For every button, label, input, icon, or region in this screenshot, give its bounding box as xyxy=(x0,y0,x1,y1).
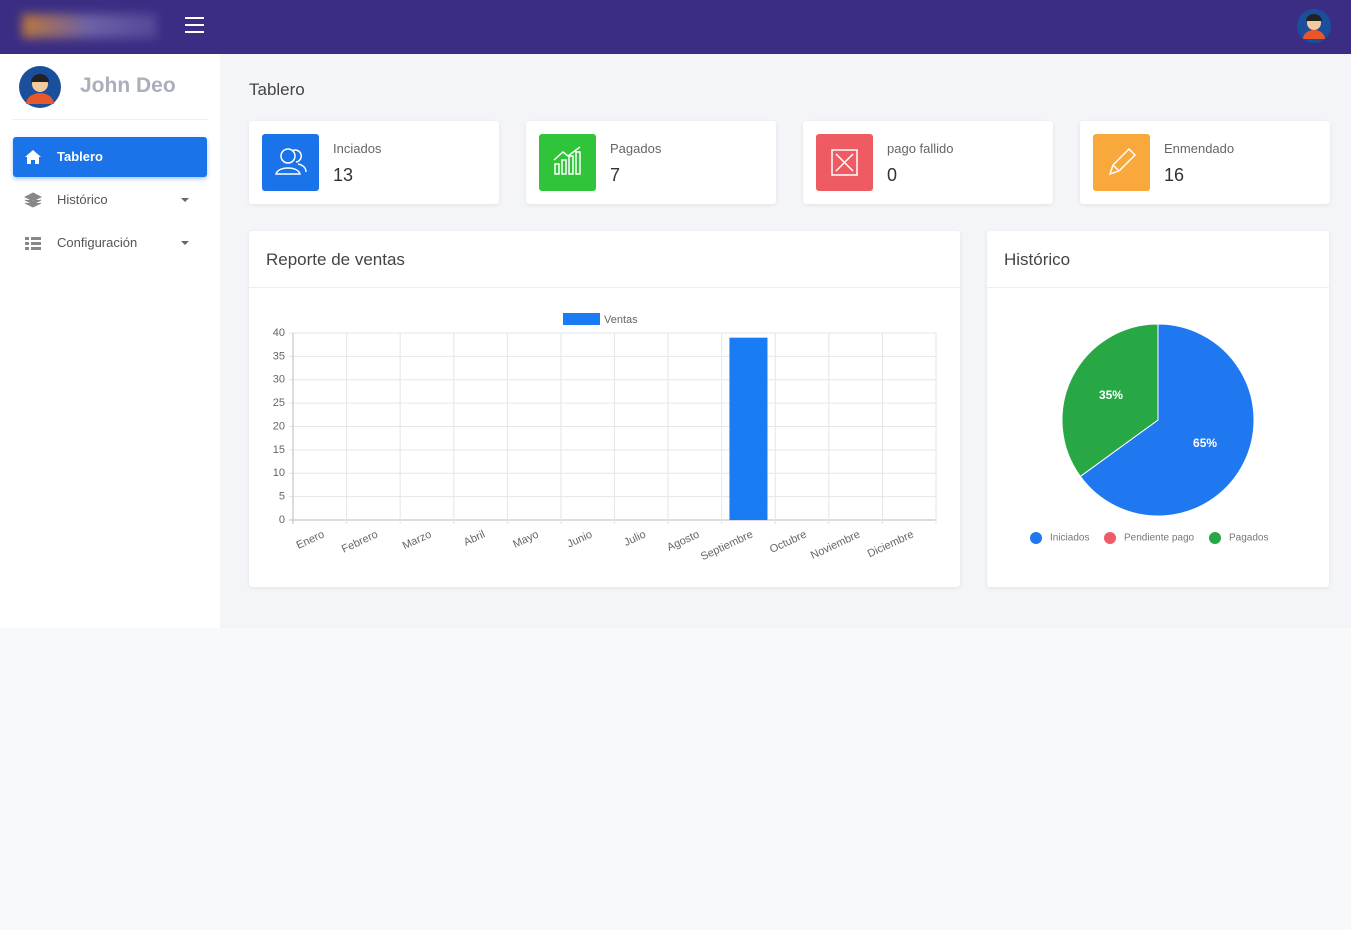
page-title: Tablero xyxy=(249,80,305,99)
slice-label: 65% xyxy=(1193,436,1217,450)
slice-label: 35% xyxy=(1099,388,1123,402)
legend-label: Ventas xyxy=(604,314,638,326)
legend-swatch xyxy=(1030,532,1042,544)
legend-swatch xyxy=(1209,532,1221,544)
x-tick-label: Enero xyxy=(295,528,327,551)
x-tick-label: Septiembre xyxy=(699,528,755,563)
stat-card: Pagados 7 xyxy=(526,121,776,204)
stat-value: 7 xyxy=(610,165,621,185)
logo xyxy=(22,14,157,38)
pie-slice xyxy=(1079,323,1255,517)
menu-item[interactable]: Tablero xyxy=(13,137,207,177)
legend-label: Iniciados xyxy=(1050,533,1089,544)
stat-label: Pagados xyxy=(610,141,662,156)
pie-chart: 65% 35% Iniciados Pendiente pago Pagados xyxy=(1030,323,1268,544)
menu-toggle[interactable] xyxy=(185,16,205,34)
legend-swatch xyxy=(563,313,600,325)
menu-item[interactable]: Histórico xyxy=(13,180,207,220)
bar xyxy=(729,337,768,520)
menu-label: Histórico xyxy=(57,192,108,207)
user-avatar xyxy=(19,66,61,108)
y-tick-label: 40 xyxy=(273,327,285,339)
x-tick-label: Mayo xyxy=(511,528,540,550)
legend-label: Pagados xyxy=(1229,533,1268,544)
x-tick-label: Agosto xyxy=(665,528,701,553)
x-tick-label: Marzo xyxy=(401,528,434,552)
y-tick-label: 0 xyxy=(279,514,285,526)
stat-value: 16 xyxy=(1164,165,1185,185)
stat-label: pago fallido xyxy=(887,141,954,156)
x-tick-label: Junio xyxy=(565,528,594,550)
stat-card: pago fallido 0 xyxy=(803,121,1053,204)
x-tick-label: Febrero xyxy=(340,528,380,555)
stat-value: 13 xyxy=(333,165,354,185)
y-tick-label: 15 xyxy=(273,444,285,456)
y-tick-label: 30 xyxy=(273,374,285,386)
stat-card: Inciados 13 xyxy=(249,121,499,204)
avatar[interactable] xyxy=(1297,9,1331,43)
legend-label: Pendiente pago xyxy=(1124,533,1195,544)
stat-label: Enmendado xyxy=(1164,141,1235,156)
top-bar xyxy=(0,0,1351,54)
card-title: Histórico xyxy=(1004,250,1071,269)
x-tick-label: Julio xyxy=(622,528,648,548)
y-tick-label: 35 xyxy=(273,350,285,362)
pie-card: Histórico 65% 35% Iniciados Pendiente pago P… xyxy=(987,231,1329,587)
menu-item[interactable]: Configuración xyxy=(13,223,207,263)
x-tick-label: Octubre xyxy=(768,528,809,555)
stat-card: Enmendado 16 xyxy=(1080,121,1330,204)
card-title: Reporte de ventas xyxy=(266,250,405,269)
menu-label: Tablero xyxy=(57,149,103,164)
y-tick-label: 25 xyxy=(273,397,285,409)
bar-card: Reporte de ventas 0 5 10 15 20 25 30 35 40 Enero F… xyxy=(249,231,960,587)
y-tick-label: 20 xyxy=(273,420,285,432)
sidebar: John Deo Tablero Histórico Configuración xyxy=(0,54,220,628)
legend-swatch xyxy=(1104,532,1116,544)
x-tick-label: Diciembre xyxy=(866,528,916,560)
bar-chart: 0 5 10 15 20 25 30 35 40 Enero Febrero Marzo Abril Ma… xyxy=(273,313,937,563)
y-tick-label: 10 xyxy=(273,467,285,479)
stat-label: Inciados xyxy=(333,141,382,156)
stat-value: 0 xyxy=(887,165,898,185)
menu-label: Configuración xyxy=(57,235,138,250)
pie-slice xyxy=(1061,323,1159,478)
x-tick-label: Noviembre xyxy=(809,528,862,561)
x-tick-label: Abril xyxy=(462,528,487,548)
user-name: John Deo xyxy=(80,74,176,97)
y-tick-label: 5 xyxy=(279,491,285,503)
